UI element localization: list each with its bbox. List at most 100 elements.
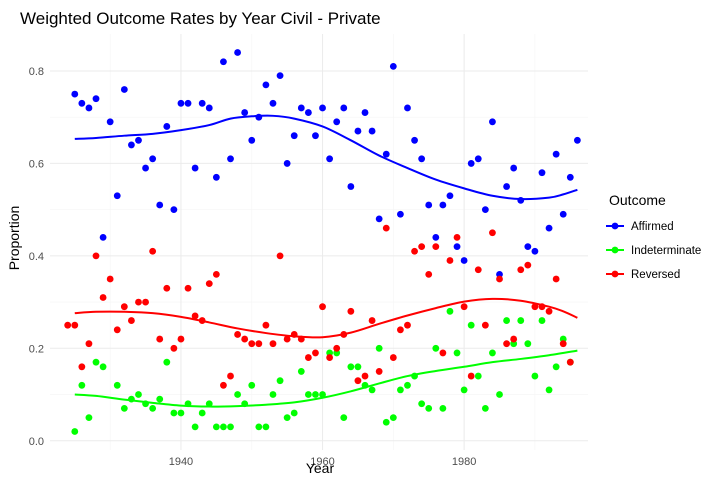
x-tick-label: 1940 [169,456,193,468]
reversed-point [517,266,525,274]
reversed-point [276,252,284,260]
indeterminate-point [78,381,86,389]
affirmed-point [375,215,383,223]
indeterminate-point [397,386,404,394]
indeterminate-point [170,409,178,417]
indeterminate-point [439,405,447,412]
reversed-point [545,307,553,315]
indeterminate-point [340,414,348,422]
reversed-point [71,321,79,329]
reversed-point [354,377,362,385]
reversed-point [489,229,496,237]
indeterminate-point [113,381,121,389]
legend-key-point [611,246,619,254]
indeterminate-point [538,317,546,324]
indeterminate-point [545,386,553,394]
series-layer [64,49,581,435]
affirmed-point [354,127,362,135]
affirmed-point [113,192,121,200]
indeterminate-point [368,386,376,394]
indeterminate-point [496,391,503,398]
indeterminate-point [481,405,489,412]
reversed-trend-line [74,297,578,339]
affirmed-point [326,155,334,163]
indeterminate-point [163,358,171,366]
reversed-point [241,335,249,343]
reversed-point [220,381,227,389]
reversed-point [78,363,86,371]
indeterminate-point [467,321,475,329]
affirmed-point [99,233,107,241]
reversed-point [99,294,107,301]
affirmed-point [545,224,553,232]
affirmed-point [290,132,298,140]
affirmed-point [404,104,411,112]
reversed-point [191,312,199,320]
affirmed-point [262,81,270,89]
reversed-point [135,298,142,306]
affirmed-point [198,99,206,107]
reversed-point [64,321,72,329]
indeterminate-point [191,423,199,431]
reversed-point [227,372,234,380]
legend-title: Outcome [609,192,666,208]
reversed-point [326,354,334,361]
affirmed-point [446,192,454,200]
affirmed-point [333,118,341,126]
indeterminate-point [319,391,326,398]
indeterminate-point [354,363,362,371]
y-tick-label: 0.6 [29,158,44,170]
affirmed-point [319,104,326,112]
affirmed-point [474,155,482,163]
reversed-point [120,303,128,311]
reversed-point [453,233,461,241]
reversed-point [432,243,440,251]
affirmed-point [297,104,305,112]
reversed-point [481,321,489,329]
reversed-point [85,340,93,348]
legend-key-point [611,270,619,278]
affirmed-point [389,62,397,70]
affirmed-point [269,99,277,107]
reversed-point [205,280,213,287]
reversed-point [312,349,319,357]
indeterminate-point [71,428,79,435]
legend-item-indeterminate: Indeterminate [606,245,701,257]
affirmed-point [248,136,256,144]
legend-item-affirmed: Affirmed [606,221,674,233]
reversed-point [304,354,312,361]
y-axis-title: Proportion [6,206,22,271]
affirmed-point [467,160,475,167]
indeterminate-point [220,423,227,431]
affirmed-point [460,257,468,264]
indeterminate-point [297,368,305,375]
affirmed-point [276,72,284,79]
affirmed-point [234,49,241,56]
indeterminate-point [99,363,107,371]
affirmed-point [283,160,291,167]
indeterminate-point [489,349,496,357]
reversed-point [248,340,256,348]
reversed-point [361,372,369,380]
indeterminate-point [432,344,440,352]
reversed-point [128,317,135,324]
indeterminate-point [198,409,206,417]
affirmed-point [71,90,79,98]
indeterminate-point [460,386,468,394]
affirmed-point [78,99,86,107]
affirmed-point [368,127,376,135]
x-axis-title: Year [306,460,335,476]
affirmed-point [156,201,164,209]
affirmed-point [432,233,440,241]
indeterminate-point [283,414,291,422]
indeterminate-point [446,307,454,315]
reversed-point [269,340,277,348]
indeterminate-point [382,418,390,426]
indeterminate-point [524,340,532,348]
reversed-point [467,372,475,380]
reversed-point [496,275,503,283]
affirmed-point [418,155,426,163]
affirmed-point [205,104,213,112]
y-tick-label: 0.0 [29,436,44,448]
indeterminate-point [92,358,100,366]
